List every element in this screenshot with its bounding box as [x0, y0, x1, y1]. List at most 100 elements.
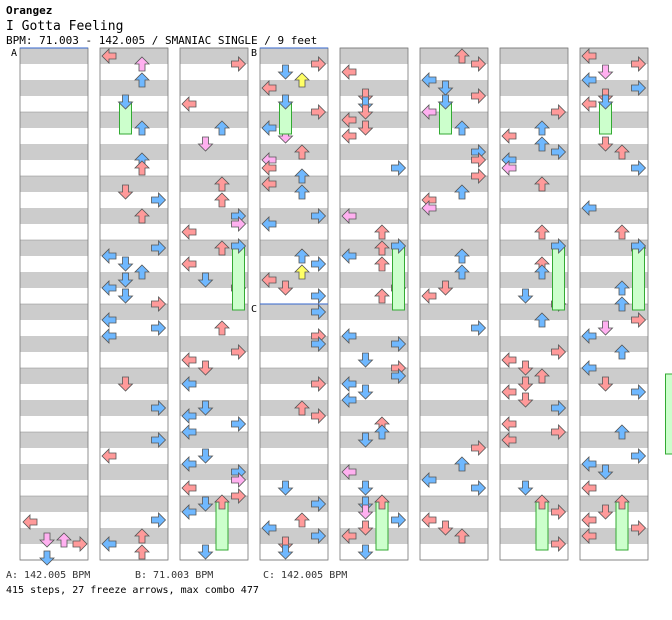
freeze-arrow-body — [632, 245, 645, 311]
beat-stripe — [260, 432, 328, 448]
beat-stripe — [500, 176, 568, 192]
right-arrow — [311, 208, 327, 224]
beat-stripe — [260, 336, 328, 352]
beat-stripe — [340, 464, 408, 480]
beat-stripe — [340, 272, 408, 288]
down-arrow — [277, 536, 294, 552]
beat-stripe — [420, 336, 488, 352]
beat-stripe — [500, 48, 568, 64]
down-arrow — [357, 504, 374, 520]
left-arrow — [101, 328, 117, 344]
down-arrow — [437, 80, 454, 96]
beat-stripe — [420, 144, 488, 160]
up-arrow — [454, 528, 470, 544]
up-arrow — [454, 264, 470, 280]
right-arrow — [391, 160, 407, 176]
song-title: I Gotta Feeling — [6, 19, 124, 34]
beat-stripe — [420, 80, 488, 96]
right-arrow — [151, 432, 167, 448]
down-arrow — [357, 352, 374, 368]
beat-stripe — [20, 272, 88, 288]
down-arrow — [197, 448, 214, 464]
left-arrow — [181, 456, 197, 472]
beat-stripe — [260, 528, 328, 544]
bpm-legend-a: A: 142.005 BPM — [6, 570, 91, 581]
up-arrow — [214, 192, 230, 208]
beat-stripe — [500, 208, 568, 224]
column-border — [579, 47, 649, 561]
beat-stripe — [100, 304, 168, 320]
right-arrow — [151, 296, 167, 312]
left-arrow — [421, 472, 437, 488]
beat-stripe — [20, 112, 88, 128]
beat-stripe — [420, 464, 488, 480]
up-arrow — [374, 494, 390, 510]
beat-stripe — [500, 496, 568, 512]
beat-stripe — [500, 112, 568, 128]
up-arrow — [294, 184, 310, 200]
up-arrow — [294, 144, 310, 160]
up-arrow — [454, 48, 470, 64]
down-arrow — [277, 94, 294, 110]
right-arrow — [391, 512, 407, 528]
left-arrow — [181, 424, 197, 440]
right-arrow — [471, 440, 487, 456]
beat-stripe — [100, 432, 168, 448]
beat-stripe — [580, 432, 648, 448]
up-arrow — [294, 512, 310, 528]
up-arrow — [614, 494, 630, 510]
beat-stripe — [20, 368, 88, 384]
left-arrow — [421, 288, 437, 304]
left-arrow — [341, 64, 357, 80]
right-arrow — [231, 216, 247, 232]
beat-stripe — [180, 336, 248, 352]
beat-stripe — [580, 272, 648, 288]
left-arrow — [581, 48, 597, 64]
up-arrow — [56, 532, 72, 548]
beat-stripe — [340, 528, 408, 544]
beat-stripe — [100, 80, 168, 96]
left-arrow — [581, 96, 597, 112]
beat-stripe — [180, 272, 248, 288]
beat-stripe — [420, 400, 488, 416]
up-arrow — [214, 320, 230, 336]
beat-stripe — [420, 432, 488, 448]
up-arrow — [134, 544, 150, 560]
right-arrow — [231, 238, 247, 254]
beat-stripe — [500, 272, 568, 288]
beat-stripe — [100, 240, 168, 256]
down-arrow — [117, 376, 134, 392]
beat-stripe — [260, 368, 328, 384]
right-arrow — [631, 160, 647, 176]
right-arrow — [551, 144, 567, 160]
up-arrow — [214, 120, 230, 136]
beat-stripe — [260, 272, 328, 288]
beat-stripe — [260, 400, 328, 416]
up-arrow — [134, 120, 150, 136]
down-arrow — [357, 96, 374, 112]
beat-stripe — [340, 80, 408, 96]
down-arrow — [357, 432, 374, 448]
right-arrow — [72, 536, 88, 552]
left-arrow — [261, 520, 277, 536]
beat-stripe — [420, 528, 488, 544]
down-arrow — [357, 544, 374, 560]
left-arrow — [101, 312, 117, 328]
down-arrow — [597, 504, 614, 520]
right-arrow — [631, 384, 647, 400]
up-arrow — [214, 494, 230, 510]
freeze-arrow-body — [552, 245, 565, 311]
left-arrow — [341, 128, 357, 144]
right-arrow — [311, 496, 327, 512]
beat-stripe — [100, 144, 168, 160]
left-arrow — [581, 456, 597, 472]
bpm-legend-c: C: 142.005 BPM — [263, 570, 348, 581]
down-arrow — [517, 360, 534, 376]
beat-stripe — [420, 304, 488, 320]
up-arrow — [534, 494, 550, 510]
beat-stripe — [180, 496, 248, 512]
beat-stripe — [500, 400, 568, 416]
right-arrow — [151, 320, 167, 336]
right-arrow — [311, 528, 327, 544]
beat-stripe — [340, 144, 408, 160]
